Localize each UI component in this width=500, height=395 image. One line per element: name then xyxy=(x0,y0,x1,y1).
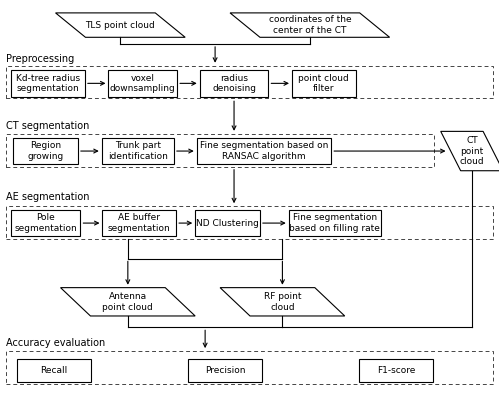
Bar xyxy=(6,66,494,98)
Bar xyxy=(10,210,80,237)
Text: Region
growing: Region growing xyxy=(28,141,64,161)
Bar xyxy=(102,210,176,237)
Bar xyxy=(288,210,381,237)
Bar xyxy=(196,138,332,164)
Text: TLS point cloud: TLS point cloud xyxy=(86,21,155,30)
Bar xyxy=(102,138,174,164)
Text: Trunk part
identification: Trunk part identification xyxy=(108,141,168,161)
Text: RF point
cloud: RF point cloud xyxy=(264,292,301,312)
Bar xyxy=(6,134,434,167)
Text: coordinates of the
center of the CT: coordinates of the center of the CT xyxy=(268,15,351,35)
Polygon shape xyxy=(220,288,344,316)
Polygon shape xyxy=(230,13,390,37)
Text: Fine segmentation based on
RANSAC algorithm: Fine segmentation based on RANSAC algori… xyxy=(200,141,328,161)
Bar xyxy=(359,359,433,382)
Text: Pole
segmentation: Pole segmentation xyxy=(14,213,77,233)
Bar xyxy=(17,359,91,382)
Text: Precision: Precision xyxy=(205,366,246,375)
Bar xyxy=(200,70,268,97)
Bar xyxy=(6,351,494,384)
Text: CT
point
cloud: CT point cloud xyxy=(460,136,484,166)
Text: point cloud
filter: point cloud filter xyxy=(298,73,349,93)
Polygon shape xyxy=(60,288,195,316)
Text: Recall: Recall xyxy=(40,366,68,375)
Text: AE buffer
segmentation: AE buffer segmentation xyxy=(108,213,170,233)
Text: voxel
downsampling: voxel downsampling xyxy=(110,73,176,93)
Text: F1-score: F1-score xyxy=(377,366,416,375)
Text: radius
denoising: radius denoising xyxy=(212,73,256,93)
Bar xyxy=(292,70,356,97)
Polygon shape xyxy=(440,132,500,171)
Text: ND Clustering: ND Clustering xyxy=(196,218,259,228)
Text: Fine segmentation
based on filling rate: Fine segmentation based on filling rate xyxy=(290,213,380,233)
Bar xyxy=(195,210,260,237)
Bar xyxy=(13,138,78,164)
Text: Accuracy evaluation: Accuracy evaluation xyxy=(6,338,105,348)
Bar xyxy=(108,70,177,97)
Bar xyxy=(6,206,494,239)
Text: Antenna
point cloud: Antenna point cloud xyxy=(102,292,153,312)
Text: CT segmentation: CT segmentation xyxy=(6,121,89,132)
Bar xyxy=(11,70,85,97)
Bar xyxy=(188,359,262,382)
Text: Kd-tree radius
segmentation: Kd-tree radius segmentation xyxy=(16,73,80,93)
Text: AE segmentation: AE segmentation xyxy=(6,192,89,202)
Polygon shape xyxy=(56,13,185,37)
Text: Preprocessing: Preprocessing xyxy=(6,54,74,64)
